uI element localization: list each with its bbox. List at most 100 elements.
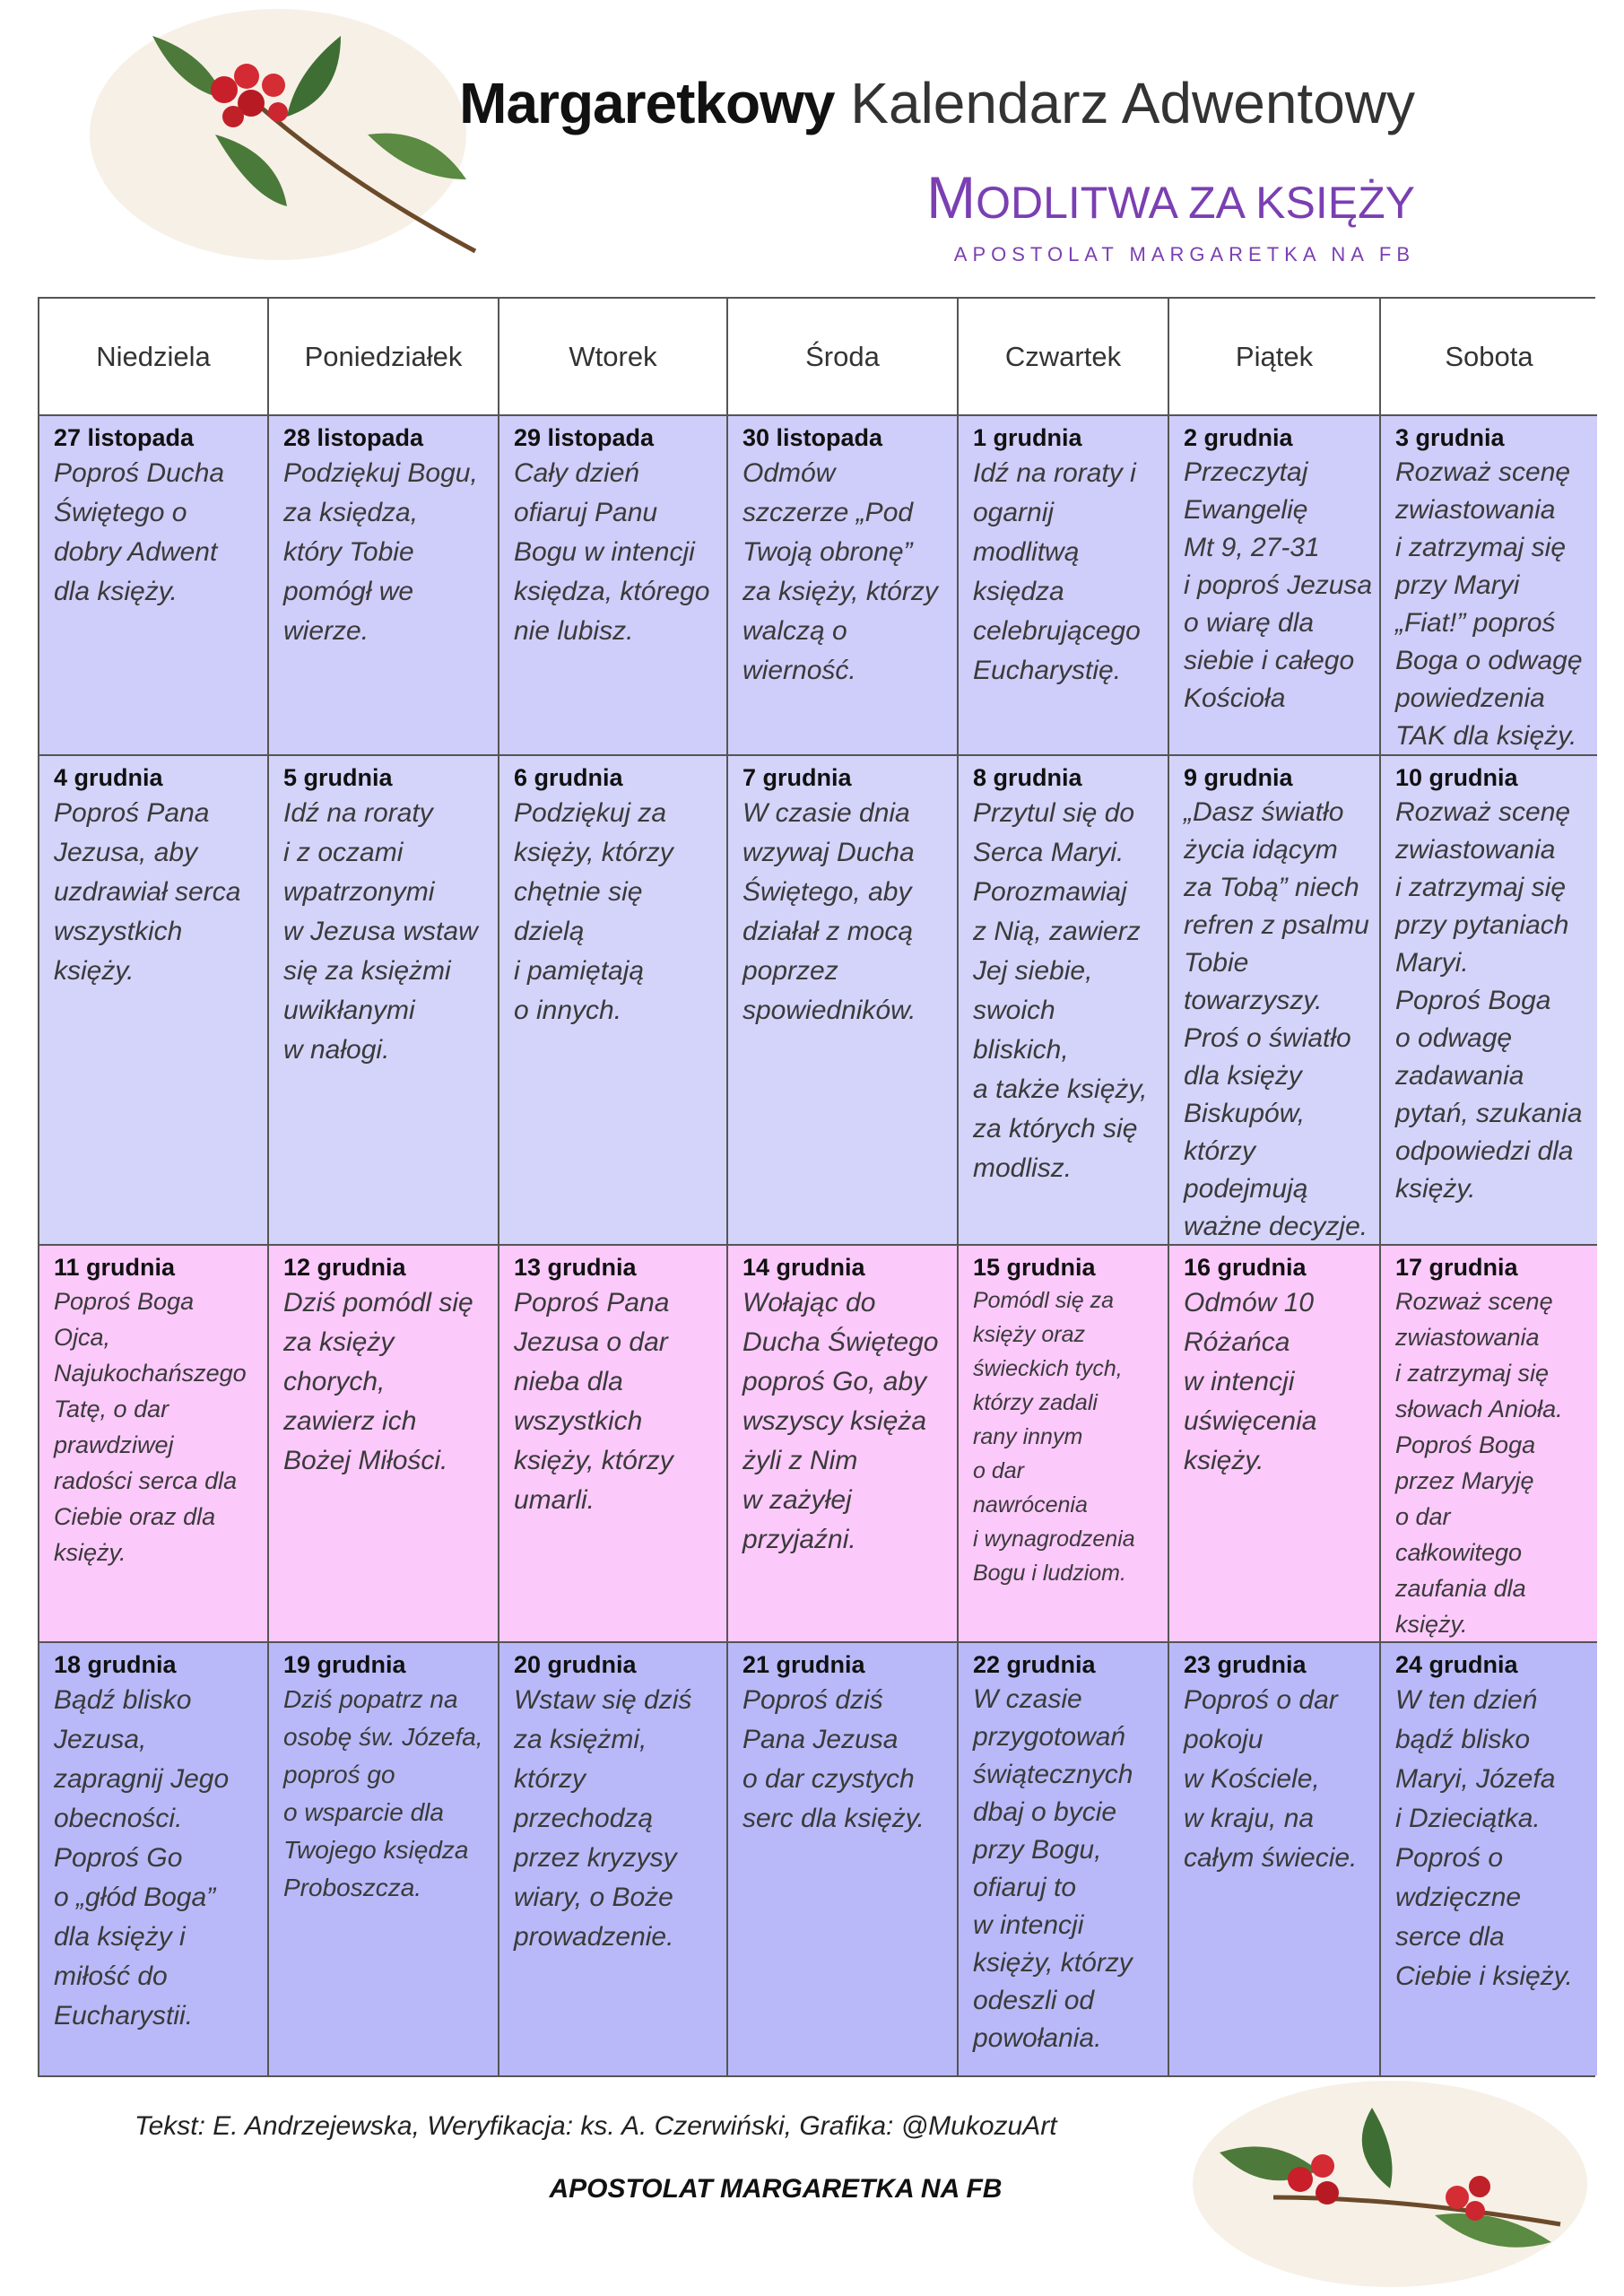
prayer-text: dla księży.: [54, 577, 178, 606]
prayer-text: przy Maryi: [1395, 570, 1520, 600]
prayer-text: zadawania: [1395, 1061, 1524, 1091]
prayer-text: księży, którzy: [973, 1948, 1133, 1978]
prayer-text: przez kryzysy: [514, 1843, 677, 1873]
prayer-text: Rozważ scenę: [1395, 1288, 1553, 1315]
prayer-text: prawdziwej: [54, 1431, 174, 1458]
day-date: 9 grudnia: [1184, 764, 1293, 791]
day-cell: 29 listopada Cały dzień ofiaruj Panu Bogu w…: [499, 416, 728, 756]
prayer-text: w zażyłej: [743, 1485, 852, 1515]
prayer-text: świeckich tych,: [973, 1356, 1123, 1381]
day-cell: 23 grudnia Poproś o dar pokoju w Kościele, w…: [1169, 1643, 1381, 2075]
title: Margaretkowy Kalendarz Adwentowy: [459, 70, 1415, 136]
day-date: 24 grudnia: [1395, 1651, 1518, 1678]
column-header: Poniedziałek: [269, 299, 499, 416]
prayer-text: Twoją obronę”: [743, 537, 913, 567]
prayer-text: modlisz.: [973, 1153, 1073, 1183]
prayer-text: chorych,: [283, 1367, 386, 1396]
prayer-text: Ojca,: [54, 1324, 111, 1351]
prayer-text: i pamiętają: [514, 956, 645, 986]
prayer-text: przechodzą: [514, 1804, 654, 1833]
prayer-text: Dziś popatrz na: [283, 1685, 458, 1713]
prayer-text: Pana Jezusa: [743, 1725, 899, 1754]
prayer-text: ofiaruj Panu: [514, 498, 658, 527]
prayer-text: poproś go: [283, 1761, 395, 1788]
day-date: 4 grudnia: [54, 764, 163, 791]
day-cell: 19 grudnia Dziś popatrz na osobę św. Józef…: [269, 1643, 499, 2075]
day-date: 18 grudnia: [54, 1651, 177, 1678]
prayer-text: obecności.: [54, 1804, 183, 1833]
prayer-text: wszystkich: [514, 1406, 643, 1436]
prayer-text: za księży, którzy: [743, 577, 938, 606]
prayer-text: miłość do: [54, 1961, 168, 1991]
day-cell: 15 grudnia Pomódl się za księży oraz świeck…: [959, 1246, 1169, 1643]
prayer-text: zapragnij Jego: [54, 1764, 230, 1794]
prayer-text: Różańca: [1184, 1327, 1290, 1357]
title-rest: Kalendarz Adwentowy: [850, 71, 1415, 135]
prayer-text: Ciebie i księży.: [1395, 1961, 1573, 1991]
prayer-text: Poproś Go: [54, 1843, 183, 1873]
prayer-text: osobę św. Józefa,: [283, 1723, 483, 1751]
day-cell: 12 grudnia Dziś pomódl się za księży choryc…: [269, 1246, 499, 1643]
prayer-text: księży oraz: [973, 1322, 1086, 1347]
prayer-text: nawrócenia: [973, 1492, 1088, 1518]
prayer-text: za których się: [973, 1114, 1138, 1144]
prayer-text: Rozważ scenę: [1395, 797, 1571, 827]
day-cell: 4 grudnia Poproś Pana Jezusa, aby uzdrawiał…: [39, 756, 269, 1246]
prayer-text: Podziękuj za: [514, 798, 667, 828]
column-header: Sobota: [1381, 299, 1597, 416]
prayer-text: ofiaruj to: [973, 1873, 1077, 1902]
prayer-text: o dar: [973, 1458, 1024, 1483]
day-cell: 18 grudnia Bądź blisko Jezusa, zapragnij Je…: [39, 1643, 269, 2075]
prayer-text: Podziękuj Bogu,: [283, 458, 478, 488]
prayer-text: za Tobą” niech: [1184, 873, 1359, 902]
prayer-text: siebie i całego: [1184, 646, 1355, 675]
column-header: Niedziela: [39, 299, 269, 416]
prayer-text: dobry Adwent: [54, 537, 218, 567]
day-cell: 24 grudnia W ten dzień bądź blisko Maryi, J…: [1381, 1643, 1597, 2075]
prayer-text: TAK dla księży.: [1395, 721, 1577, 751]
prayer-text: serce dla: [1395, 1922, 1505, 1952]
day-cell: 11 grudnia Poproś Boga Ojca, Najukochańszeg…: [39, 1246, 269, 1643]
subtitle: MODLITWA ZA KSIĘŻY: [926, 164, 1415, 230]
prayer-text: i poproś Jezusa: [1184, 570, 1373, 600]
prayer-text: bądź blisko: [1395, 1725, 1531, 1754]
prayer-text: zwiastowania: [1395, 495, 1556, 525]
prayer-text: W ten dzień: [1395, 1685, 1538, 1715]
prayer-text: księży.: [1395, 1611, 1468, 1638]
prayer-text: prowadzenie.: [514, 1922, 674, 1952]
prayer-text: z Nią, zawierz: [973, 917, 1141, 946]
prayer-text: księży.: [54, 1539, 126, 1566]
prayer-text: o „głód Boga”: [54, 1883, 216, 1912]
day-date: 1 grudnia: [973, 424, 1082, 451]
day-date: 2 grudnia: [1184, 424, 1293, 451]
day-cell: 3 grudnia Rozważ scenę zwiastowania i zatrz…: [1381, 416, 1597, 756]
day-cell: 6 grudnia Podziękuj za księży, którzy chętn…: [499, 756, 728, 1246]
title-bold: Margaretkowy: [459, 71, 835, 135]
prayer-text: uzdrawiał serca: [54, 877, 241, 907]
day-cell: 14 grudnia Wołając do Ducha Świętego poproś…: [728, 1246, 959, 1643]
prayer-text: Wołając do: [743, 1288, 876, 1318]
prayer-text: a także księży,: [973, 1074, 1148, 1104]
day-date: 29 listopada: [514, 424, 655, 451]
prayer-text: w nałogi.: [283, 1035, 390, 1065]
prayer-text: Biskupów,: [1184, 1099, 1306, 1128]
prayer-text: Tatę, o dar: [54, 1396, 169, 1422]
prayer-text: towarzyszy.: [1184, 986, 1323, 1015]
prayer-text: Serca Maryi.: [973, 838, 1125, 867]
day-date: 12 grudnia: [283, 1254, 406, 1281]
holly-top: [90, 9, 477, 260]
prayer-text: Boga o odwagę: [1395, 646, 1583, 675]
day-date: 22 grudnia: [973, 1651, 1096, 1678]
prayer-text: wdzięczne: [1395, 1883, 1522, 1912]
prayer-text: o dar: [1395, 1503, 1451, 1530]
prayer-text: W czasie: [973, 1684, 1082, 1714]
prayer-text: Bogu i ludziom.: [973, 1561, 1126, 1586]
prayer-text: Poproś Pana: [54, 798, 210, 828]
day-cell: 27 listopada Poproś Ducha Świętego o dobry …: [39, 416, 269, 756]
prayer-text: i zatrzymaj się: [1395, 533, 1567, 562]
day-cell: 7 grudnia W czasie dnia wzywaj Ducha Święte…: [728, 756, 959, 1246]
prayer-text: o odwagę: [1395, 1023, 1513, 1053]
prayer-text: dla księży: [1184, 1061, 1302, 1091]
prayer-text: dbaj o bycie: [973, 1797, 1117, 1827]
